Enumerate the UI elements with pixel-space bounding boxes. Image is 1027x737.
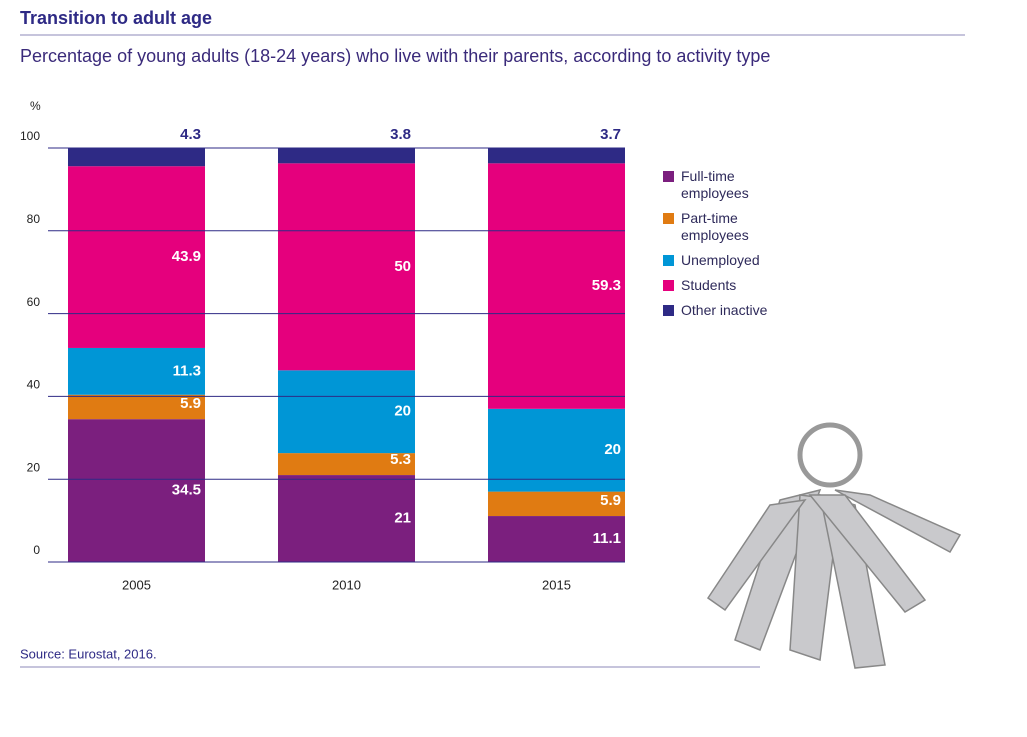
bar-segment (278, 453, 415, 476)
value-label: 4.3 (180, 126, 201, 143)
legend-swatch (663, 280, 674, 291)
bar-segment (68, 394, 205, 420)
legend: Full-time employees Part-time employees Un… (663, 168, 783, 327)
bar-segment (68, 419, 205, 562)
legend-label: Other inactive (681, 302, 768, 318)
legend-item: Part-time employees (663, 210, 783, 244)
value-label: 5.3 (390, 451, 411, 468)
bar-segment (488, 163, 625, 409)
legend-item: Unemployed (663, 252, 783, 269)
value-label: 21 (394, 509, 411, 526)
legend-swatch (663, 213, 674, 224)
legend-item: Full-time employees (663, 168, 783, 202)
value-label: 20 (604, 441, 621, 458)
y-tick-label: 40 (27, 378, 41, 392)
value-label: 20 (394, 403, 411, 420)
value-label: 59.3 (592, 277, 621, 294)
y-tick-label: 100 (20, 129, 40, 143)
bar-segment (488, 148, 625, 164)
legend-swatch (663, 171, 674, 182)
value-label: 11.3 (173, 362, 201, 379)
y-tick-label: 20 (27, 460, 41, 474)
keys-illustration (706, 422, 962, 669)
y-tick-label: 0 (33, 543, 40, 557)
legend-label: Full-time employees (681, 168, 749, 201)
x-tick-label: 2015 (542, 577, 571, 592)
bar-segment (488, 408, 625, 492)
legend-item: Students (663, 277, 783, 294)
value-label: 3.8 (390, 126, 411, 143)
x-tick-label: 2010 (332, 577, 361, 592)
y-axis-label: % (30, 99, 41, 113)
chart-title: Transition to adult age (20, 8, 212, 28)
bar-segment (278, 370, 415, 454)
source: Source: Eurostat, 2016. (20, 646, 157, 661)
bar-segment (278, 147, 415, 164)
bar-segment (278, 163, 415, 371)
x-tick-label: 2005 (122, 577, 151, 592)
value-label: 11.1 (593, 530, 621, 547)
legend-label: Students (681, 277, 737, 293)
value-label: 3.7 (600, 126, 621, 143)
bar-segment (488, 516, 625, 562)
value-label: 5.9 (600, 492, 621, 509)
bar-segment (278, 475, 415, 562)
value-label: 34.5 (172, 482, 201, 499)
bar-segment (68, 148, 205, 167)
chart-subtitle: Percentage of young adults (18-24 years)… (20, 46, 770, 66)
y-tick-label: 60 (27, 295, 41, 309)
bar-segment (68, 347, 205, 395)
bar-segment (488, 491, 625, 517)
value-label: 5.9 (180, 395, 201, 412)
legend-label: Part-time employees (681, 210, 749, 243)
legend-label: Unemployed (681, 252, 760, 268)
value-label: 50 (394, 258, 411, 275)
bar-segment (68, 166, 205, 348)
y-tick-label: 80 (27, 212, 41, 226)
legend-item: Other inactive (663, 302, 783, 319)
legend-swatch (663, 255, 674, 266)
value-label: 43.9 (172, 248, 201, 265)
legend-swatch (663, 305, 674, 316)
